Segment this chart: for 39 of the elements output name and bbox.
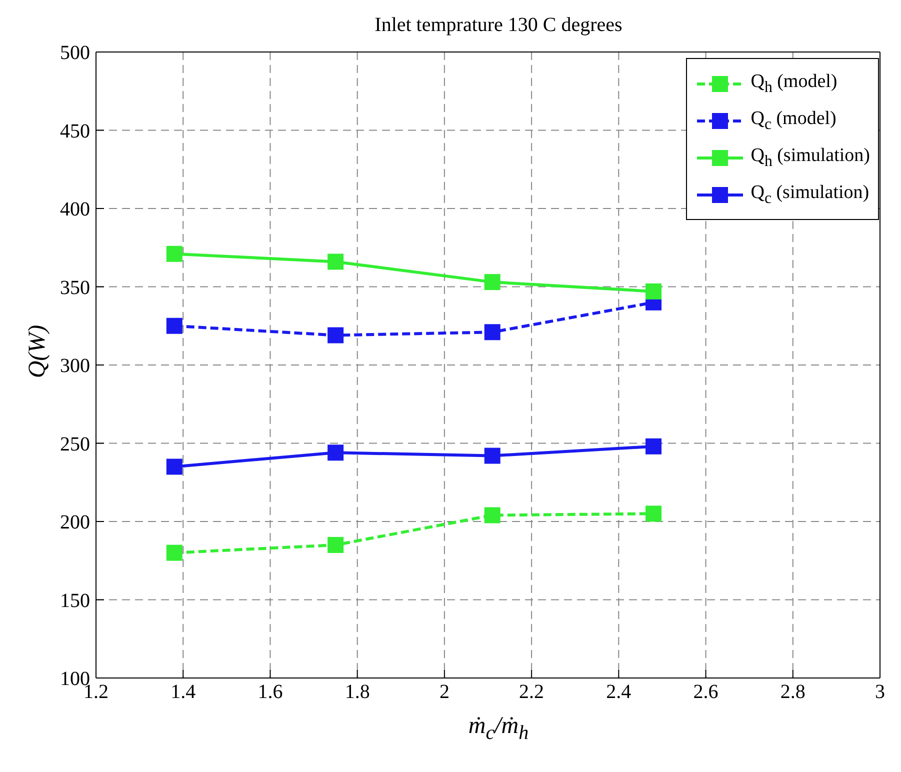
point xyxy=(328,444,344,461)
x-tick-label: 2.4 xyxy=(606,681,632,704)
point xyxy=(328,327,344,344)
x-tick-label: 2.6 xyxy=(693,681,718,704)
x-tick-label: 2 xyxy=(439,681,450,704)
legend-label: Q$_{h}$ (simulation) xyxy=(750,144,870,170)
x-axis-title: ṁ$_{c}$/ṁ$_{h}$ xyxy=(467,713,530,745)
y-tick-label: 450 xyxy=(60,120,90,142)
point xyxy=(484,448,500,464)
point xyxy=(166,246,182,262)
y-tick-label: 500 xyxy=(60,42,90,64)
point xyxy=(484,507,500,524)
y-tick-label: 300 xyxy=(60,355,90,378)
point xyxy=(646,506,662,522)
x-tick-label: 2.8 xyxy=(780,681,806,704)
legend-label: Q$_{h}$ (model) xyxy=(750,70,838,96)
x-tick-label: 1.6 xyxy=(258,681,283,704)
point xyxy=(646,283,662,300)
x-tick-label: 3 xyxy=(875,681,885,704)
chart-title: Inlet temprature 130 C degrees xyxy=(374,14,624,37)
point xyxy=(328,536,344,553)
point xyxy=(484,324,500,340)
legend-label: Q$_{c}$ (simulation) xyxy=(750,182,870,208)
point xyxy=(166,318,182,334)
point xyxy=(328,254,344,270)
point xyxy=(484,274,500,290)
y-tick-label: 200 xyxy=(60,512,90,534)
x-tick-label: 2.2 xyxy=(519,681,544,704)
point xyxy=(166,458,182,475)
y-tick-label: 250 xyxy=(60,433,90,456)
point xyxy=(646,438,662,454)
x-tick-label: 1.4 xyxy=(170,681,196,704)
point xyxy=(166,544,182,561)
y-tick-label: 350 xyxy=(60,276,90,299)
x-tick-label: 1.8 xyxy=(344,681,370,704)
y-axis-title: Q(W) xyxy=(24,324,52,380)
legend-label: Q$_{c}$ (model) xyxy=(750,108,836,134)
y-tick-label: 150 xyxy=(60,590,90,612)
y-tick-label: 400 xyxy=(60,198,90,221)
